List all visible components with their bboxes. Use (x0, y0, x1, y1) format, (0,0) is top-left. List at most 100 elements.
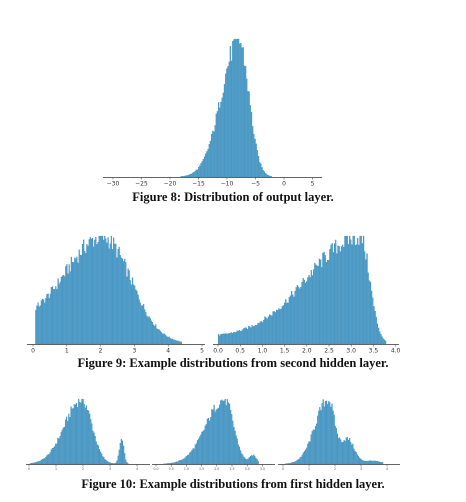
fig10-panel3-bar (355, 452, 357, 465)
fig9-left-bar (169, 338, 171, 345)
fig9-right-bar (300, 286, 302, 345)
fig10-panel1-bar (124, 453, 126, 465)
fig9-right-bar (219, 335, 221, 345)
fig8-bar (226, 68, 228, 178)
fig10-panel2-bar (186, 455, 189, 465)
fig8-bar (183, 175, 186, 178)
fig10-panel3-bar (324, 400, 326, 465)
fig8-bar (185, 175, 187, 178)
fig9-left-bar (70, 256, 72, 345)
fig9-left-bar (123, 261, 125, 345)
fig10-panel1-bar (43, 458, 45, 465)
fig10-panel1-tick-label: 1 (55, 467, 57, 471)
fig8-bar (214, 125, 216, 178)
fig10-panel2-bar (225, 405, 227, 465)
fig10-panel2-bar (222, 400, 224, 465)
fig8-bar (270, 176, 273, 178)
fig9-left-bar (66, 264, 68, 345)
fig9-left-bar (83, 239, 85, 345)
fig10-panel3-bar (356, 454, 358, 465)
fig10-panel1-bar (56, 443, 58, 465)
fig8-bar (219, 107, 221, 178)
fig9-left-bar (150, 320, 152, 345)
fig8-bar (180, 176, 182, 178)
fig10-panel1-tick-label: 3 (109, 467, 111, 471)
fig8-bar (193, 172, 195, 178)
fig10-panel3-bar (292, 462, 295, 465)
fig9-right-bar (362, 235, 365, 345)
fig9-left-bar (106, 242, 108, 345)
fig10-panel3-bar (296, 460, 298, 465)
fig9-left-bar (76, 256, 78, 345)
fig10-panel3-bar (311, 431, 313, 465)
fig9-right-bar (302, 278, 304, 345)
fig8-bar (259, 162, 261, 178)
fig10-panel2-bar (223, 400, 225, 465)
fig10-panel3-bar (316, 423, 318, 465)
fig9-right-bar (234, 332, 236, 345)
fig9-right-bar (264, 316, 266, 345)
fig8-bar (192, 172, 194, 178)
fig9-right-bar (360, 235, 362, 345)
fig10-panel1-tick-label: 4 (136, 467, 138, 471)
figure-8-caption: Figure 8: Distribution of output layer. (132, 190, 334, 204)
fig10-panel1-bar (41, 459, 44, 465)
fig9-right-bar (266, 318, 268, 345)
fig9-right-bar (372, 297, 374, 345)
fig9-right-bar (361, 243, 363, 345)
fig9-left-tick-label: 0 (31, 348, 35, 355)
fig9-left-bar (65, 266, 67, 345)
fig10-panel2-bar (189, 452, 191, 465)
fig10-panel2-bar (192, 448, 194, 465)
fig9-right-bar (265, 317, 267, 345)
fig9-left-bar (115, 243, 117, 345)
fig10-panel3-bar (376, 461, 378, 465)
fig10-panel1-bar (66, 416, 68, 465)
fig9-right-bar (279, 309, 281, 345)
fig10-panel1-bar (79, 401, 81, 465)
fig10-panel2-bar (170, 462, 172, 465)
fig9-right-bar (359, 235, 361, 345)
fig10-panel2-bar (196, 440, 199, 465)
fig9-left-bar (177, 340, 179, 345)
fig10-panel1-bar (61, 429, 63, 465)
fig8-bar (222, 92, 224, 178)
fig8-bar (229, 45, 231, 178)
fig9-left-bar (74, 257, 76, 345)
fig10-panel2-tick-label: 1.5 (199, 467, 204, 471)
fig9-left-bar (37, 302, 39, 345)
fig9-left-bar (59, 281, 61, 345)
fig9-right-bar (263, 320, 265, 345)
fig9-left-tick-label: 5 (200, 348, 204, 355)
fig9-right-bar (242, 329, 244, 345)
fig9-right-bar (243, 327, 245, 345)
fig8-bar (200, 163, 202, 178)
fig9-left-bar (163, 333, 165, 345)
fig9-right-bar (339, 251, 341, 345)
fig10-panel1-bar (60, 432, 62, 465)
fig9-right-bar (229, 333, 231, 345)
fig9-right-bar (230, 332, 232, 345)
fig8-bar (223, 84, 226, 178)
fig9-right-bar (221, 334, 223, 345)
fig9-left-tick-label: 4 (166, 348, 170, 355)
fig8-bar (235, 38, 237, 178)
fig9-left-bar (168, 336, 170, 345)
fig10-panel1-bar (67, 420, 69, 465)
fig9-right-bar (309, 277, 311, 345)
fig9-right-bar (313, 269, 315, 345)
fig10-panel2-bar (191, 450, 193, 465)
fig8-bar (234, 38, 236, 178)
fig10-panel3-bar (382, 462, 384, 465)
fig10-panel3-bar (318, 410, 320, 465)
fig9-right-bar (374, 311, 376, 345)
fig9-right-bar (357, 237, 359, 345)
fig10-panel3-bar (312, 429, 314, 465)
figure-9-caption: Figure 9: Example distributions from sec… (77, 356, 389, 370)
fig10-panel3-bar (350, 442, 352, 465)
fig9-left-bar (58, 283, 60, 345)
fig9-right-bar (228, 333, 230, 345)
fig9-left-bar (171, 338, 174, 345)
fig10-panel2-tick-label: 0.0 (153, 467, 158, 471)
fig9-left-bar (121, 258, 124, 345)
